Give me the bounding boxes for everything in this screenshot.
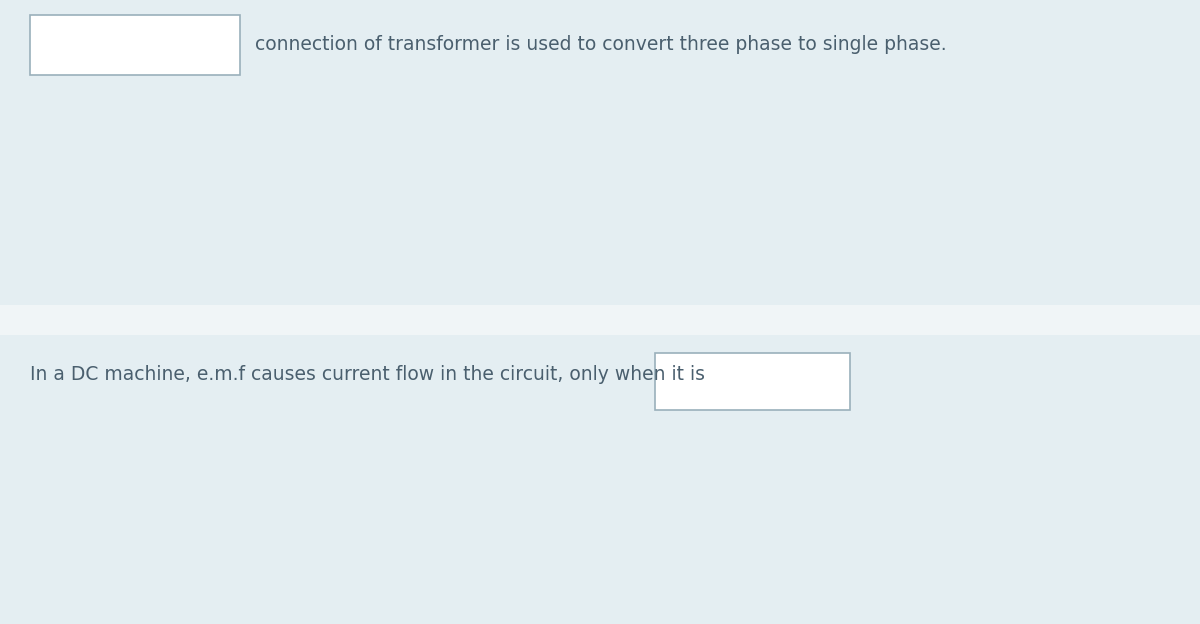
Bar [0,0,1200,305]
Bar [0,305,1200,335]
Bar [30,15,240,75]
Text: connection of transformer is used to convert three phase to single phase.: connection of transformer is used to con… [256,36,947,54]
Text: In a DC machine, e.m.f causes current flow in the circuit, only when it is: In a DC machine, e.m.f causes current fl… [30,366,706,384]
Bar [655,353,850,410]
Bar [0,335,1200,624]
